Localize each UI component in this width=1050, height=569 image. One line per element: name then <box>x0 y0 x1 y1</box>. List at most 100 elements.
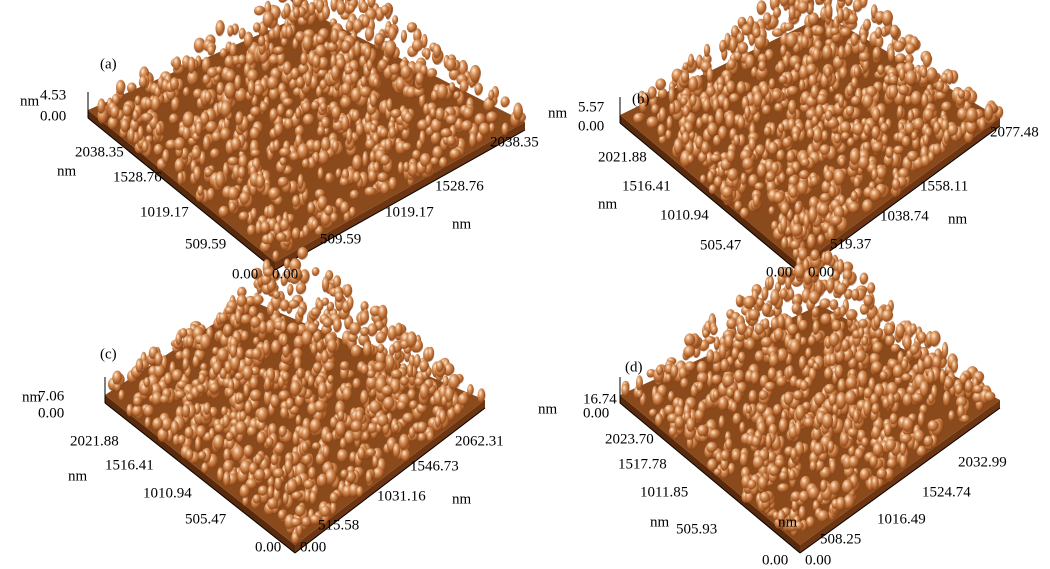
surface-grain <box>872 476 879 491</box>
surface-grain <box>790 240 800 250</box>
surface-grain <box>298 247 309 260</box>
surface-grain <box>738 116 746 131</box>
surface-grain <box>142 141 149 154</box>
surface-grain <box>832 320 842 332</box>
surface-grain <box>435 416 441 428</box>
surface-grain <box>435 108 444 122</box>
surface-grain <box>890 25 899 39</box>
left-unit: nm <box>68 468 88 484</box>
surface-grain <box>808 487 819 500</box>
surface-grain <box>229 201 236 213</box>
surface-grain <box>251 208 258 221</box>
surface-grain <box>863 19 871 32</box>
surface-grain <box>824 170 833 183</box>
surface-grain <box>683 346 695 359</box>
surface-grain <box>417 433 426 443</box>
surface-grain <box>776 376 787 387</box>
surface-grain <box>260 102 268 113</box>
surface-grain <box>774 328 784 342</box>
surface-grain <box>756 298 764 309</box>
surface-grain <box>415 72 424 86</box>
surface-grain <box>363 431 370 441</box>
surface-grain <box>766 171 776 182</box>
surface-grain <box>902 136 911 148</box>
right-unit: nm <box>948 211 968 227</box>
surface-grain <box>944 129 951 144</box>
surface-grain <box>223 460 233 474</box>
surface-grain <box>779 173 786 184</box>
surface-grain <box>376 332 387 344</box>
surface-grain <box>961 415 970 423</box>
surface-grain <box>649 409 657 417</box>
surface-grain <box>367 59 373 71</box>
surface-grain <box>409 427 416 439</box>
surface-grain <box>892 178 900 191</box>
surface-grain <box>930 331 941 348</box>
left-tick: 505.47 <box>185 511 227 527</box>
surface-grain <box>792 132 799 143</box>
surface-grain <box>769 354 779 368</box>
surface-grain <box>225 307 235 315</box>
surface-grain <box>966 108 978 124</box>
surface-grain <box>238 393 244 403</box>
surface-grain <box>183 87 190 97</box>
surface-grain <box>253 295 264 306</box>
surface-grain <box>374 162 380 174</box>
right-tick: 1546.73 <box>410 458 459 474</box>
surface-grain <box>317 341 324 352</box>
surface-grain <box>266 437 274 448</box>
surface-grain <box>837 8 844 24</box>
surface-grain <box>860 33 867 44</box>
surface-grain <box>322 276 330 293</box>
surface-grain <box>777 61 785 75</box>
surface-grain <box>836 283 847 296</box>
surface-grain <box>175 158 185 173</box>
surface-grain <box>393 443 401 458</box>
surface-grain <box>470 65 481 83</box>
surface-grain <box>952 360 959 374</box>
surface-grain <box>810 461 817 472</box>
surface-grain <box>360 2 368 14</box>
surface-grain <box>707 68 714 84</box>
surface-grain <box>758 61 766 72</box>
surface-grain <box>322 5 330 21</box>
surface-grain <box>186 393 194 401</box>
surface-grain <box>740 208 749 219</box>
surface-grain <box>377 344 384 354</box>
surface-grain <box>215 171 225 189</box>
surface-grain <box>285 459 293 475</box>
surface-grain <box>303 114 315 126</box>
surface-grain <box>292 195 300 207</box>
surface-grain <box>786 32 798 48</box>
surface-grain <box>169 114 179 125</box>
surface-grain <box>787 86 799 96</box>
surface-grain <box>706 442 718 453</box>
surface-grain <box>773 192 784 204</box>
surface-grain <box>301 427 310 442</box>
surface-grain <box>312 55 320 69</box>
surface-grain <box>364 47 371 60</box>
surface-grain <box>893 146 904 155</box>
surface-grain <box>871 361 882 374</box>
surface-grain <box>383 397 395 411</box>
z-max: 5.57 <box>578 99 605 115</box>
surface-grain <box>287 479 298 494</box>
surface-grain <box>842 479 854 494</box>
surface-grain <box>920 381 929 398</box>
surface-grain <box>870 456 878 468</box>
surface-grain <box>356 486 363 497</box>
surface-grain <box>813 127 823 143</box>
surface-grain <box>204 91 211 104</box>
surface-grain <box>430 108 436 119</box>
surface-grain <box>899 67 905 82</box>
surface-grain <box>420 153 431 167</box>
surface-grain <box>204 168 213 176</box>
surface-grain <box>108 117 118 130</box>
surface-grain <box>377 172 388 182</box>
surface-grain <box>273 468 284 478</box>
surface-grain <box>133 110 139 123</box>
surface-grain <box>374 362 385 372</box>
surface-grain <box>448 374 460 390</box>
surface-grain <box>786 167 795 177</box>
surface-grain <box>391 109 402 119</box>
